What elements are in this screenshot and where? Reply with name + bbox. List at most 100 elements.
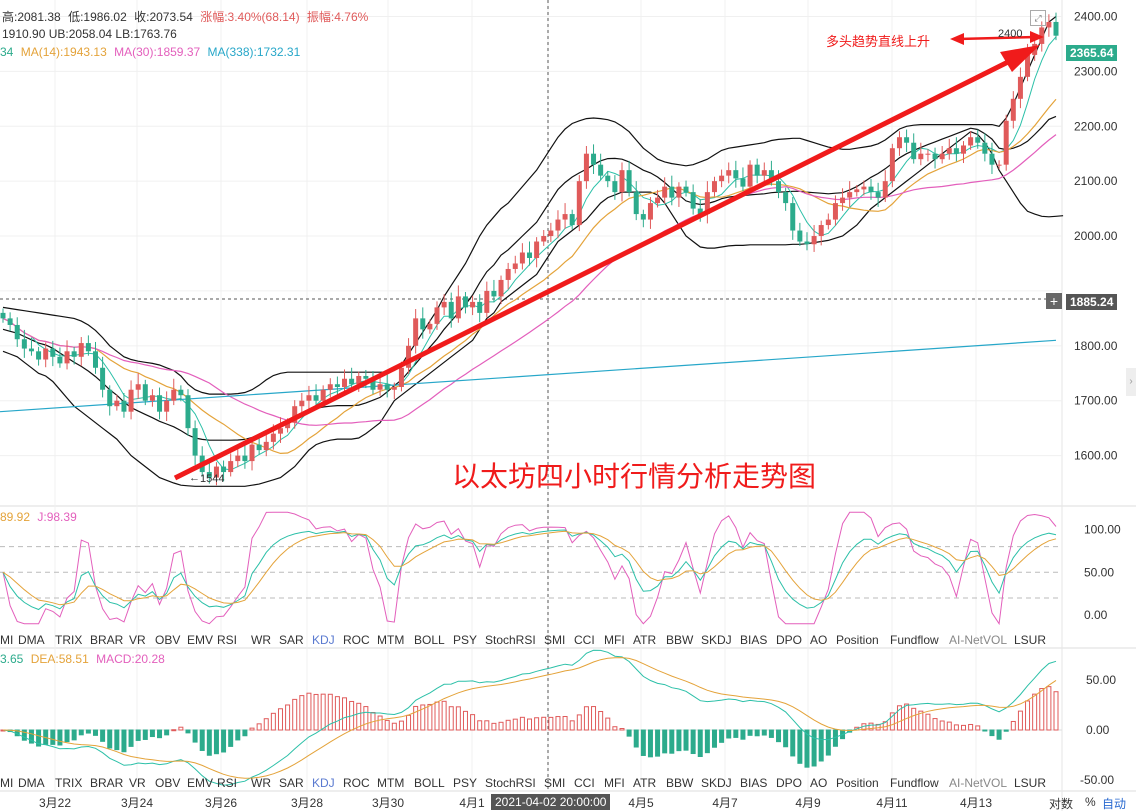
tab-skdj[interactable]: SKDJ — [701, 633, 732, 647]
tab-brar[interactable]: BRAR — [90, 633, 124, 647]
tab-mtm[interactable]: MTM — [377, 633, 405, 647]
tab-cci[interactable]: CCI — [574, 776, 595, 790]
macd-bar-29 — [206, 729, 212, 756]
x-label-1: 3月24 — [121, 796, 153, 810]
expand-icon[interactable]: ⤢ — [1030, 10, 1046, 26]
macd-bar-37 — [263, 718, 269, 731]
tab-mi[interactable]: MI — [0, 776, 14, 790]
tab-bbw[interactable]: BBW — [666, 633, 694, 647]
tab-brar[interactable]: BRAR — [90, 776, 124, 790]
macd-bar-25 — [178, 726, 184, 731]
tab-bias[interactable]: BIAS — [740, 776, 768, 790]
tab-vr[interactable]: VR — [129, 633, 146, 647]
tab-position[interactable]: Position — [836, 776, 879, 790]
tab-position[interactable]: Position — [836, 633, 879, 647]
auto-scale-button[interactable]: 自动 — [1102, 797, 1127, 811]
macd-bar-116 — [825, 729, 831, 756]
macd-bar-69 — [491, 722, 497, 731]
tab-psy[interactable]: PSY — [453, 776, 478, 790]
tab-fundflow[interactable]: Fundflow — [890, 776, 939, 790]
tab-wr[interactable]: WR — [251, 633, 271, 647]
tab-atr[interactable]: ATR — [633, 776, 657, 790]
kdj-tick-0: 0.00 — [1084, 608, 1108, 622]
tab-mfi[interactable]: MFI — [604, 776, 625, 790]
candle-body-82 — [583, 153, 589, 182]
tab-ao[interactable]: AO — [810, 633, 828, 647]
tab-bias[interactable]: BIAS — [740, 633, 768, 647]
candle-body-35 — [249, 444, 255, 462]
macd-bar-26 — [185, 729, 191, 734]
tab-mfi[interactable]: MFI — [604, 633, 625, 647]
tab-wr[interactable]: WR — [251, 776, 271, 790]
tab-dma[interactable]: DMA — [18, 633, 45, 647]
candle-body-43 — [306, 395, 312, 401]
macd-bar-127 — [904, 703, 910, 731]
macd-bar-107 — [761, 729, 767, 736]
tab-trix[interactable]: TRIX — [55, 633, 83, 647]
tab-kdj[interactable]: KDJ — [312, 633, 335, 647]
tab-trix[interactable]: TRIX — [55, 776, 83, 790]
tab-psy[interactable]: PSY — [453, 633, 478, 647]
candle-body-37 — [263, 441, 269, 451]
tab-obv[interactable]: OBV — [155, 776, 181, 790]
candle-body-90 — [640, 214, 646, 220]
macd-bar-144 — [1025, 700, 1031, 731]
macd-bar-15 — [107, 729, 113, 749]
tab-stochrsi[interactable]: StochRSI — [485, 776, 536, 790]
candle-body-108 — [768, 170, 774, 182]
macd-bar-137 — [975, 725, 981, 731]
macd-bar-40 — [285, 704, 291, 731]
tab-cci[interactable]: CCI — [574, 633, 595, 647]
candle-body-38 — [270, 433, 276, 442]
macd-bar-21 — [149, 729, 155, 738]
tab-dma[interactable]: DMA — [18, 776, 45, 790]
tab-boll[interactable]: BOLL — [414, 776, 445, 790]
candle-body-123 — [875, 192, 881, 198]
tab-rsi[interactable]: RSI — [217, 633, 238, 647]
candle-body-32 — [228, 461, 234, 473]
tab-fundflow[interactable]: Fundflow — [890, 633, 939, 647]
tab-dpo[interactable]: DPO — [776, 776, 803, 790]
tab-stochrsi[interactable]: StochRSI — [485, 633, 536, 647]
macd-bar-141 — [1003, 729, 1009, 732]
tab-obv[interactable]: OBV — [155, 633, 181, 647]
tab-emv[interactable]: EMV — [187, 776, 214, 790]
candle-body-147 — [1046, 21, 1052, 28]
tab-lsur[interactable]: LSUR — [1014, 776, 1047, 790]
tab-roc[interactable]: ROC — [343, 776, 370, 790]
macd-bar-110 — [783, 729, 789, 748]
candle-body-95 — [676, 186, 682, 198]
tab-vr[interactable]: VR — [129, 776, 146, 790]
tab-emv[interactable]: EMV — [187, 633, 214, 647]
macd-bar-20 — [142, 729, 148, 740]
last-price-tag: 2365.64 — [1066, 45, 1118, 61]
tab-ao[interactable]: AO — [810, 776, 828, 790]
tab-kdj[interactable]: KDJ — [312, 776, 335, 790]
tab-dpo[interactable]: DPO — [776, 633, 803, 647]
log-scale-button[interactable]: 对数 — [1049, 797, 1074, 811]
y-tick-1700: 1700.00 — [1074, 394, 1118, 408]
boll-mid-line — [2, 115, 1057, 441]
percent-button[interactable]: % — [1085, 795, 1096, 809]
candle-body-97 — [690, 192, 696, 209]
tab-mtm[interactable]: MTM — [377, 776, 405, 790]
add-alert-button[interactable]: + — [1046, 293, 1062, 309]
crosshair-time-tag: 2021-04-02 20:00:00 — [491, 794, 611, 810]
candle-body-136 — [968, 137, 974, 146]
tab-lsur[interactable]: LSUR — [1014, 633, 1047, 647]
tab-atr[interactable]: ATR — [633, 633, 657, 647]
tab-sar[interactable]: SAR — [279, 633, 304, 647]
tab-roc[interactable]: ROC — [343, 633, 370, 647]
tab-smi[interactable]: SMI — [544, 633, 566, 647]
tab-mi[interactable]: MI — [0, 633, 14, 647]
tab-ai-netvol[interactable]: AI-NetVOL — [949, 633, 1008, 647]
side-collapse-handle[interactable]: › — [1126, 368, 1136, 396]
tab-bbw[interactable]: BBW — [666, 776, 694, 790]
tab-ai-netvol[interactable]: AI-NetVOL — [949, 776, 1008, 790]
tab-boll[interactable]: BOLL — [414, 633, 445, 647]
tab-skdj[interactable]: SKDJ — [701, 776, 732, 790]
tab-rsi[interactable]: RSI — [217, 776, 238, 790]
tab-sar[interactable]: SAR — [279, 776, 304, 790]
tab-smi[interactable]: SMI — [544, 776, 566, 790]
